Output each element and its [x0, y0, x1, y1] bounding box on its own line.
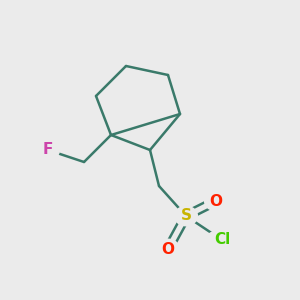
Text: Cl: Cl	[214, 232, 230, 247]
Ellipse shape	[37, 140, 59, 160]
Ellipse shape	[157, 239, 179, 259]
Text: O: O	[209, 194, 223, 208]
Text: F: F	[43, 142, 53, 158]
Text: O: O	[161, 242, 175, 256]
Text: S: S	[181, 208, 191, 224]
Ellipse shape	[206, 230, 239, 250]
Ellipse shape	[205, 191, 227, 211]
Ellipse shape	[175, 206, 197, 226]
